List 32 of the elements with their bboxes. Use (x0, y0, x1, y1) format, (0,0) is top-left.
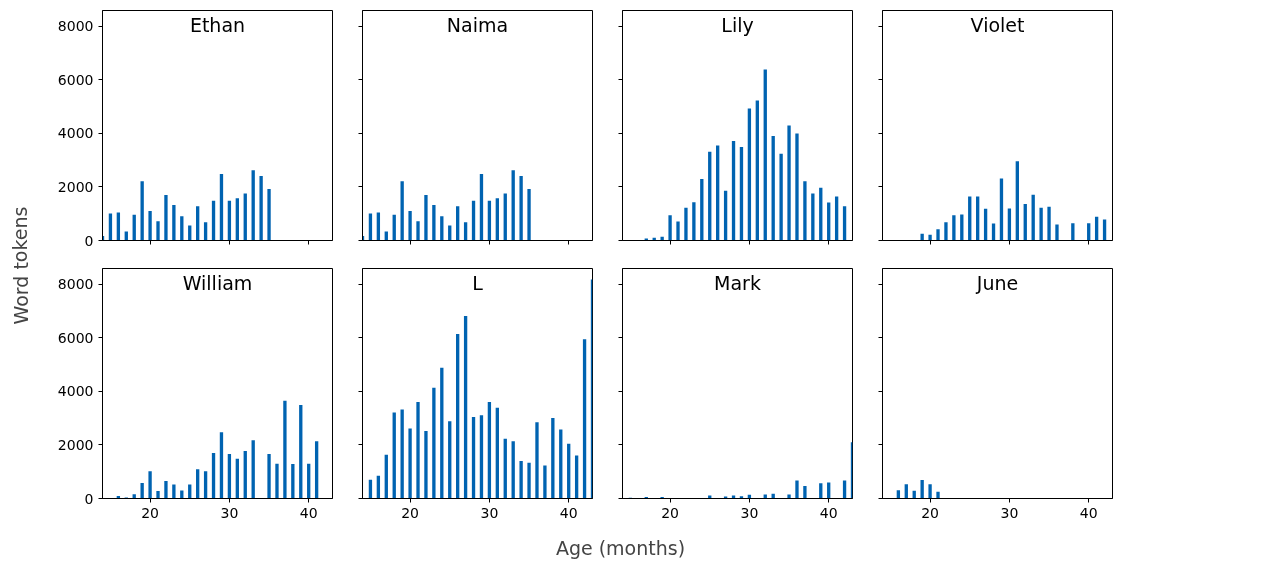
x-tick-label: 30 (740, 504, 759, 521)
y-tick-label: 4000 (57, 383, 94, 400)
x-tick-label: 40 (819, 504, 838, 521)
chart-title: William (182, 271, 253, 294)
x-axis-title: Age (months) (555, 536, 686, 559)
chart-title: June (975, 271, 1019, 294)
x-tick-label: 30 (1000, 504, 1019, 521)
y-tick-label: 8000 (57, 18, 94, 35)
chart-title: Violet (970, 13, 1025, 36)
y-tick-label: 0 (84, 490, 94, 507)
chart-title: L (472, 271, 484, 294)
x-tick-label: 20 (141, 504, 160, 521)
y-tick-label: 6000 (57, 71, 94, 88)
y-tick-label: 6000 (57, 329, 94, 346)
chart-title: Mark (714, 271, 761, 294)
y-tick-label: 8000 (57, 276, 94, 293)
y-tick-label: 4000 (57, 125, 94, 142)
y-tick-label: 2000 (57, 178, 94, 195)
chart-title: Lily (721, 13, 754, 36)
x-tick-label: 20 (921, 504, 940, 521)
chart-title: Ethan (189, 13, 246, 36)
x-tick-label: 40 (299, 504, 318, 521)
chart-title: Naima (446, 13, 509, 36)
x-tick-label: 30 (220, 504, 239, 521)
x-tick-label: 40 (1079, 504, 1098, 521)
y-tick-label: 0 (84, 232, 94, 249)
x-tick-label: 20 (661, 504, 680, 521)
y-tick-label: 2000 (57, 436, 94, 453)
x-tick-label: 30 (480, 504, 499, 521)
y-axis-title: Word tokens (9, 206, 32, 325)
x-tick-label: 20 (401, 504, 420, 521)
x-tick-label: 40 (559, 504, 578, 521)
